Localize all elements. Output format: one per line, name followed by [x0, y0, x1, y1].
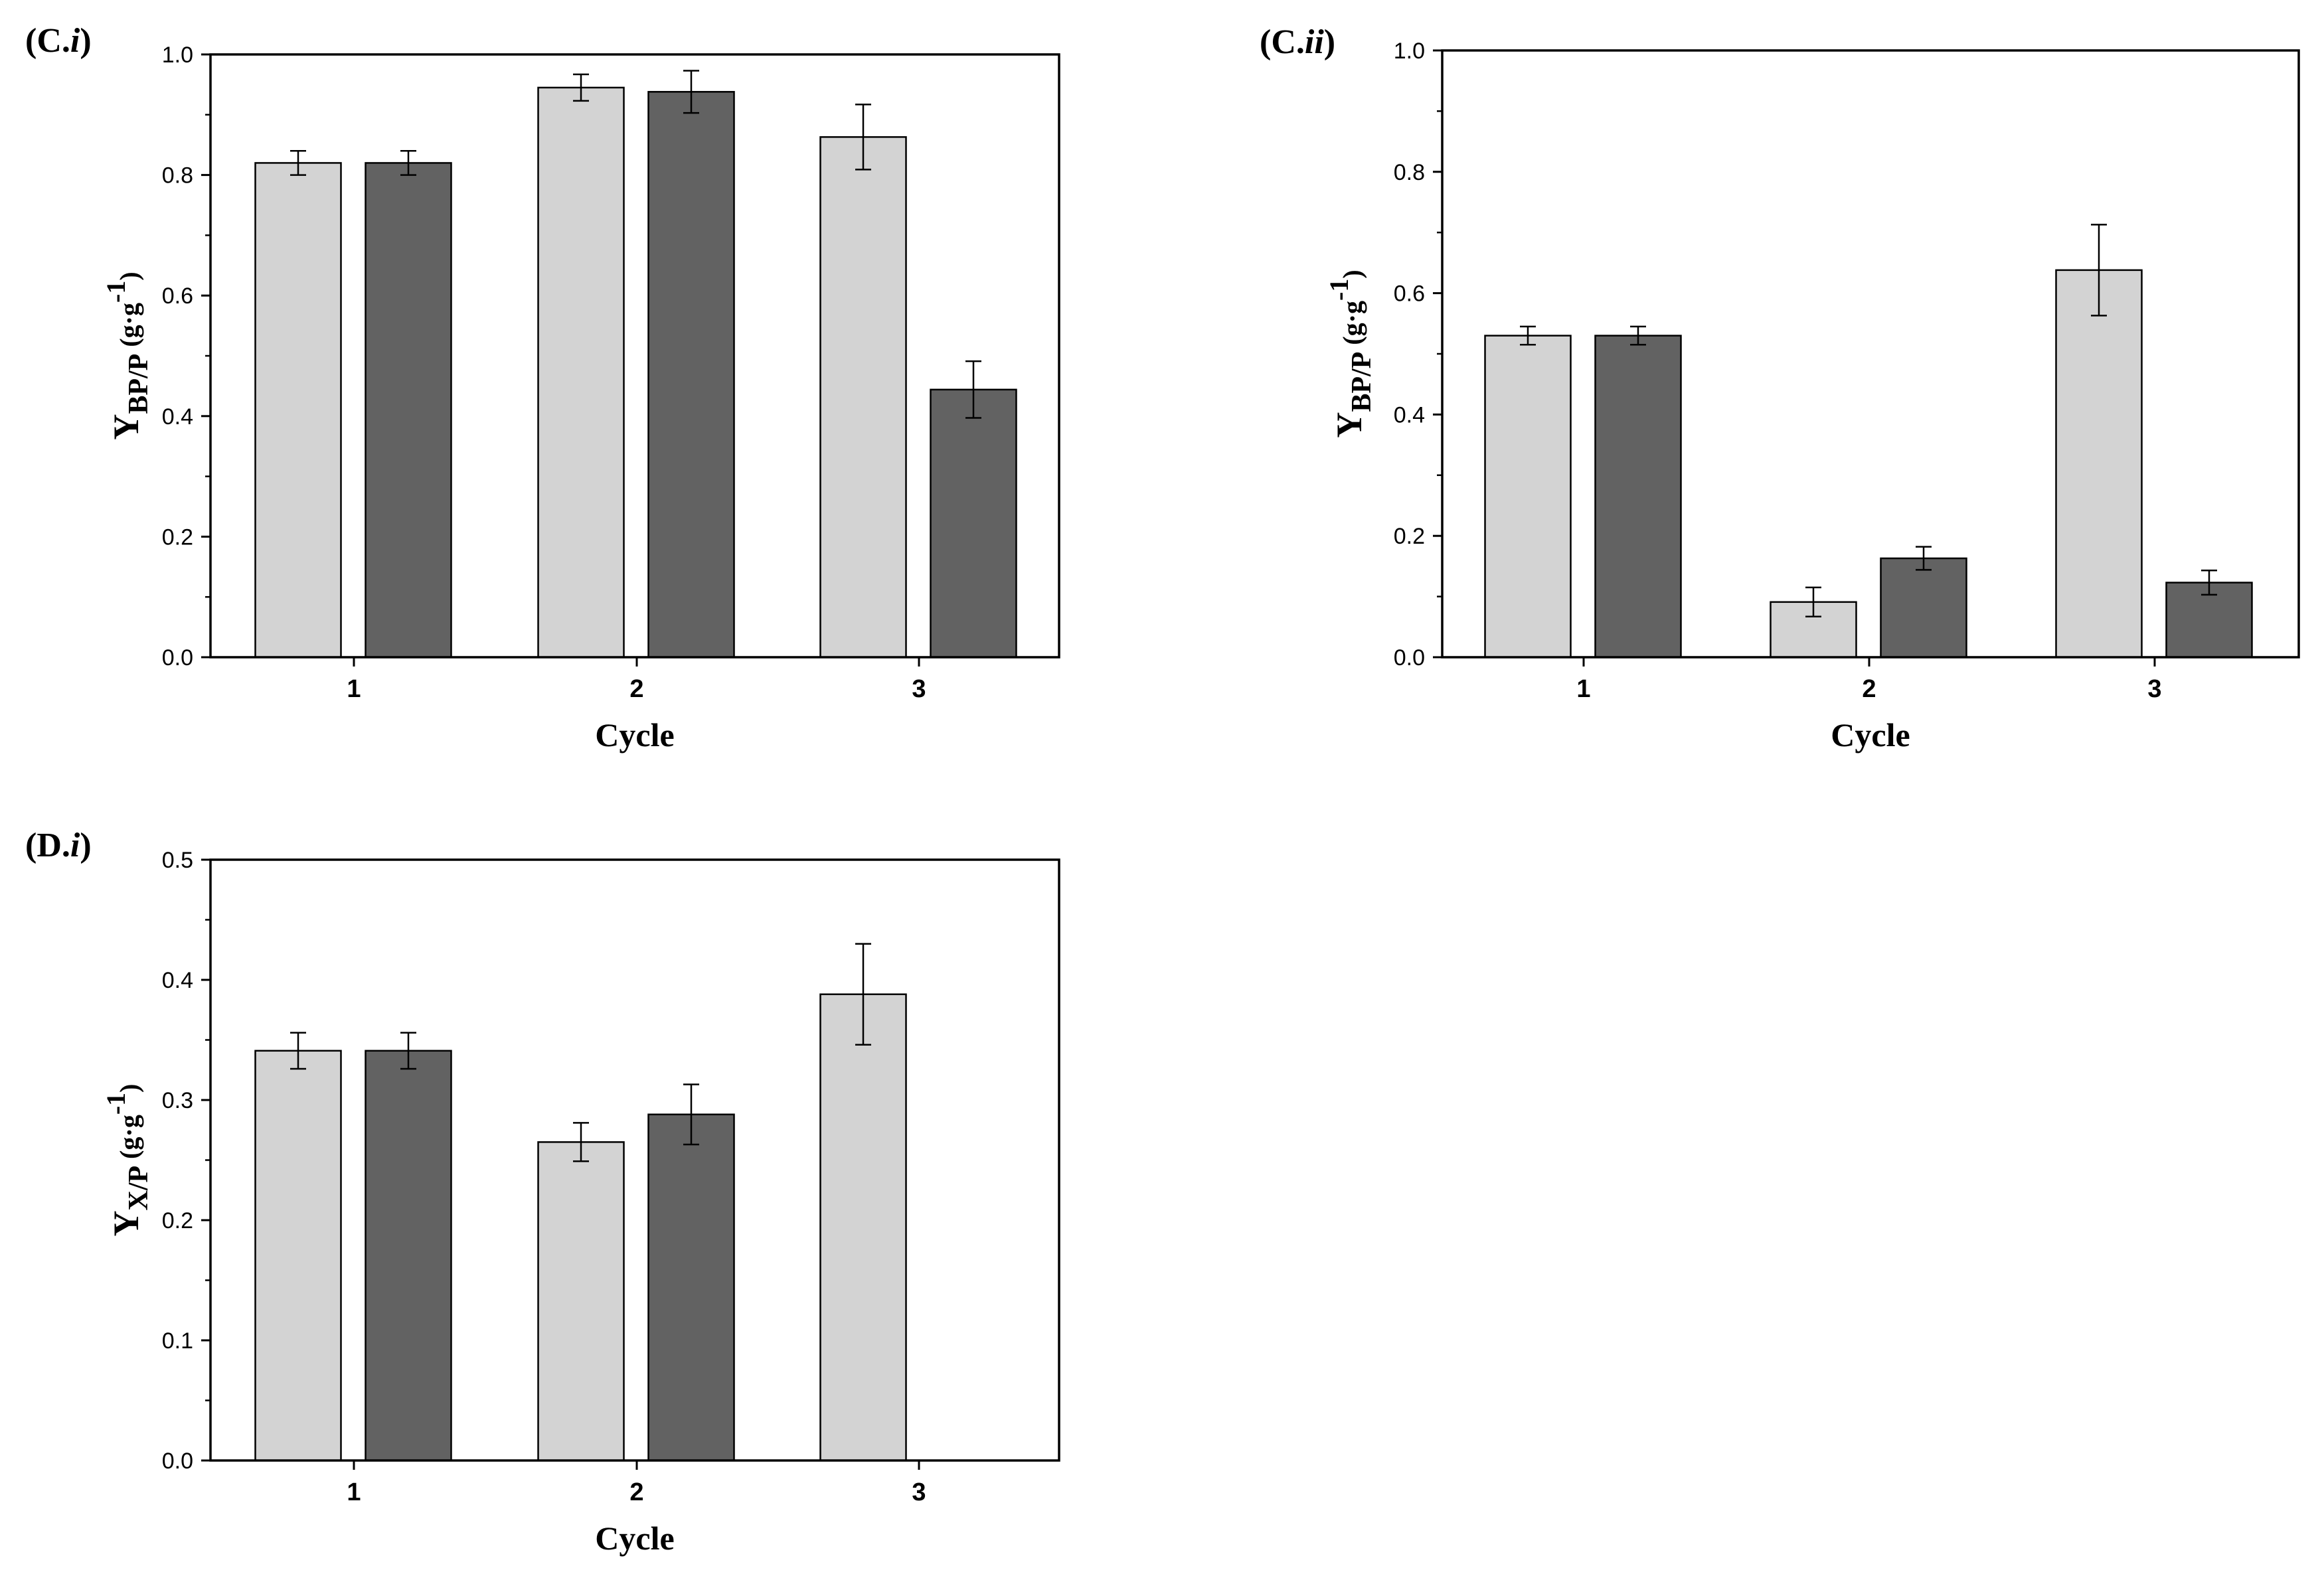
bar-series1-cycle3 — [2055, 269, 2143, 659]
y-axis-title-main: Y — [106, 414, 146, 440]
bar-series2-cycle2 — [647, 1113, 735, 1462]
x-tick-label: 2 — [1862, 675, 1876, 703]
y-tick-label: 0.5 — [162, 848, 193, 873]
panel-label-italic: ii — [1305, 23, 1324, 61]
x-tick-label: 3 — [912, 675, 926, 703]
y-tick-label: 0.0 — [162, 645, 193, 670]
x-axis-title: Cycle — [595, 1520, 674, 1557]
panel-label-open: (D. — [25, 827, 70, 864]
y-axis-title-unit: (g·g — [114, 1115, 144, 1166]
x-tick-label: 1 — [347, 675, 361, 703]
bar-series1-cycle2 — [537, 1141, 625, 1462]
bar-series1-cycle1 — [254, 162, 342, 659]
chart-2: (C.ii) 0.0 0.2 0.4 0.6 0.8 1.0 1 2 3 Cycle YBP/P (g… — [1260, 23, 2300, 753]
x-tick-label: 2 — [629, 1478, 643, 1506]
y-axis-title-main: Y — [106, 1210, 146, 1236]
y-tick-label: 0.8 — [1394, 160, 1425, 185]
y-axis-title-superscript: -1 — [1324, 279, 1354, 301]
bar-series2-cycle1 — [365, 1050, 452, 1462]
panel-label: (C.i) — [25, 22, 92, 60]
y-axis-title-close: ) — [114, 1084, 144, 1093]
y-tick-label: 0.4 — [1394, 402, 1425, 428]
panel-label-open: (C. — [25, 22, 70, 60]
x-tick-label: 1 — [347, 1478, 361, 1506]
y-axis-title-subscript: X/P — [124, 1166, 154, 1211]
bar-series2-cycle3 — [930, 388, 1017, 659]
y-axis-title: YX/P (g·g-1) — [101, 1084, 154, 1237]
x-axis-title: Cycle — [595, 716, 674, 753]
chart-3: (D.i) 0.0 0.1 0.2 0.3 0.4 0.5 1 2 3 Cycle YX/P (g·g… — [25, 827, 1060, 1557]
x-tick-label: 2 — [629, 675, 643, 703]
bar-series1-cycle1 — [1484, 335, 1572, 659]
y-tick-label: 0.4 — [162, 968, 193, 993]
x-tick-label: 1 — [1576, 675, 1590, 703]
y-tick-label: 0.6 — [162, 283, 193, 309]
y-tick-label: 1.0 — [1394, 39, 1425, 64]
y-tick-label: 0.6 — [1394, 281, 1425, 307]
y-axis-title: YBP/P (g·g-1) — [101, 272, 154, 439]
y-axis-title: YBP/P (g·g-1) — [1324, 270, 1377, 437]
panel-label-italic: i — [70, 22, 80, 60]
y-axis-title-subscript: BP/P — [1347, 352, 1377, 412]
bar-series1-cycle3 — [819, 993, 907, 1462]
panel-label: (D.i) — [25, 827, 92, 864]
y-axis-title-main: Y — [1329, 412, 1369, 438]
y-axis-title-unit: (g·g — [1337, 301, 1367, 352]
bar-series1-cycle2 — [537, 86, 625, 659]
bar-series2-cycle2 — [1880, 557, 1967, 659]
panel-label-close: ) — [80, 22, 91, 60]
panel-label-italic: i — [70, 827, 80, 864]
panel-label-open: (C. — [1260, 23, 1305, 61]
y-axis-title-close: ) — [114, 272, 144, 280]
y-tick-label: 0.2 — [1394, 524, 1425, 549]
panel-label: (C.ii) — [1260, 23, 1335, 61]
bar-series2-cycle2 — [647, 91, 735, 659]
y-tick-label: 0.0 — [162, 1449, 193, 1474]
y-tick-label: 0.1 — [162, 1328, 193, 1354]
y-tick-label: 0.4 — [162, 404, 193, 430]
y-tick-label: 0.8 — [162, 163, 193, 189]
y-tick-label: 0.3 — [162, 1088, 193, 1113]
y-tick-label: 0.2 — [162, 524, 193, 550]
x-tick-label: 3 — [912, 1478, 926, 1506]
x-axis-title: Cycle — [1831, 716, 1910, 753]
chart-1: (C.i) 0.0 0.2 0.4 0.6 0.8 1.0 1 2 3 Cycle YBP/P (g·… — [25, 22, 1060, 753]
y-axis-title-close: ) — [1337, 270, 1367, 278]
bar-series2-cycle1 — [365, 162, 452, 659]
y-axis-title-unit: (g·g — [114, 303, 144, 354]
y-tick-label: 0.2 — [162, 1208, 193, 1233]
panel-label-close: ) — [1324, 23, 1335, 61]
bar-series1-cycle3 — [819, 136, 907, 659]
y-tick-label: 1.0 — [162, 42, 193, 68]
y-axis-title-superscript: -1 — [101, 1093, 131, 1115]
bar-series2-cycle1 — [1594, 335, 1682, 659]
y-axis-title-subscript: BP/P — [124, 354, 154, 414]
x-tick-label: 3 — [2147, 675, 2161, 703]
y-tick-label: 0.0 — [1394, 645, 1425, 670]
panel-label-close: ) — [80, 827, 91, 864]
y-axis-title-superscript: -1 — [101, 281, 131, 303]
bar-series1-cycle1 — [254, 1050, 342, 1462]
